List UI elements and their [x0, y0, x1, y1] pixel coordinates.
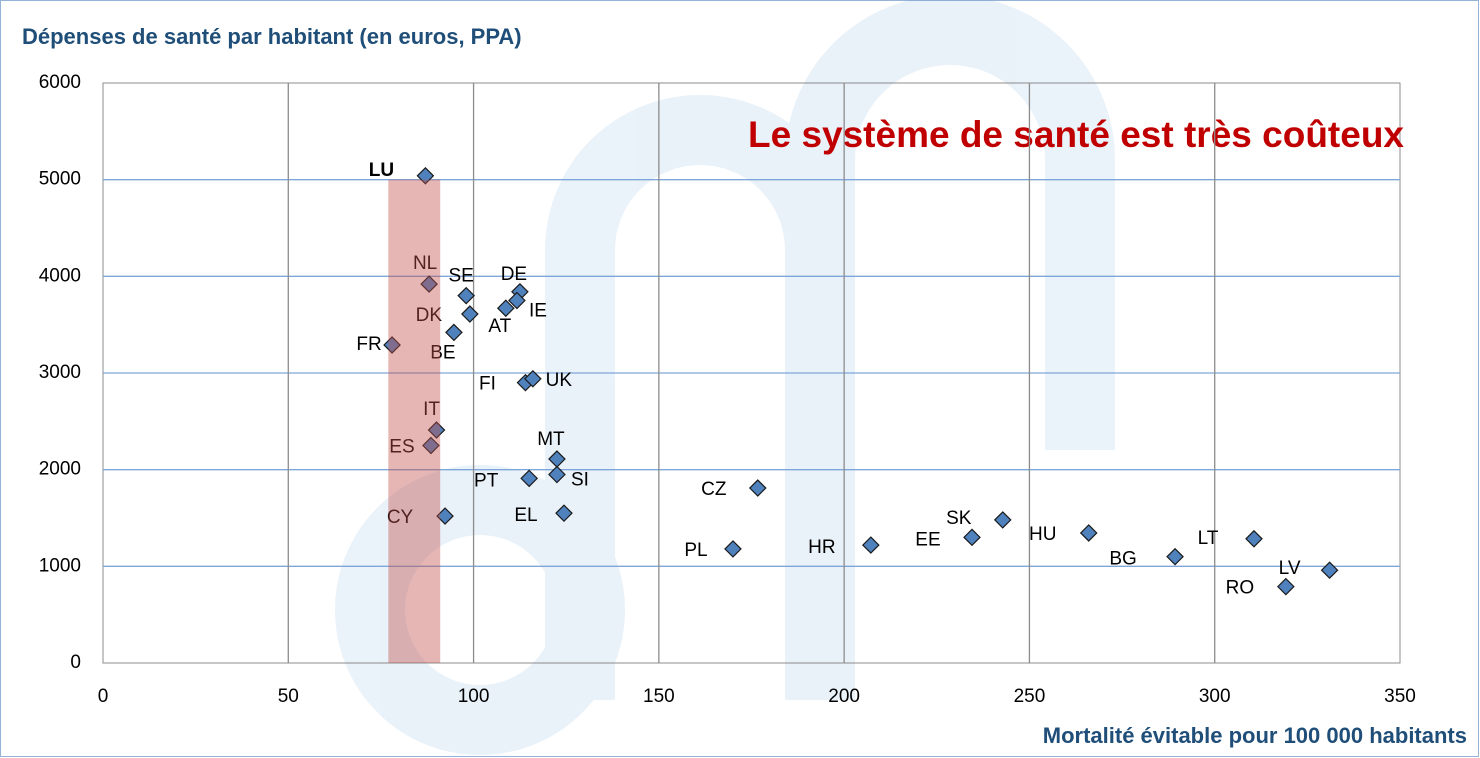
- y-tick-label: 3000: [39, 362, 81, 383]
- point-label: UK: [546, 370, 573, 391]
- x-tick-label: 250: [1014, 686, 1046, 707]
- point-label: FR: [356, 334, 381, 355]
- chart-title: Dépenses de santé par habitant (en euros…: [22, 24, 522, 49]
- point-label: SE: [448, 266, 473, 287]
- point-label: PL: [684, 540, 707, 561]
- x-tick-label: 150: [643, 686, 675, 707]
- x-tick-label: 300: [1199, 686, 1231, 707]
- chart: Dépenses de santé par habitant (en euros…: [0, 0, 1480, 758]
- point-label: LT: [1198, 528, 1219, 549]
- point-label: HU: [1029, 524, 1056, 545]
- point-label: IE: [529, 301, 547, 322]
- x-tick-label: 0: [98, 686, 109, 707]
- y-tick-label: 4000: [39, 265, 81, 286]
- annotation: Le système de santé est très coûteux: [748, 114, 1404, 155]
- point-label: LU: [369, 160, 394, 181]
- highlight-band: [388, 180, 440, 663]
- y-tick-label: 1000: [39, 555, 81, 576]
- x-axis-title: Mortalité évitable pour 100 000 habitant…: [1043, 723, 1467, 748]
- point-label: BG: [1109, 549, 1136, 570]
- y-tick-label: 2000: [39, 459, 81, 480]
- point-label: EE: [915, 529, 940, 550]
- x-tick-label: 200: [828, 686, 860, 707]
- point-label: FI: [479, 374, 496, 395]
- x-tick-label: 100: [458, 686, 490, 707]
- y-tick-label: 5000: [39, 169, 81, 190]
- x-tick-label: 50: [278, 686, 299, 707]
- point-label: HR: [808, 537, 835, 558]
- point-label: PT: [474, 470, 499, 491]
- point-label: AT: [488, 316, 511, 337]
- point-label: LV: [1279, 558, 1301, 579]
- point-label: CZ: [701, 479, 727, 500]
- point-label: MT: [537, 429, 565, 450]
- x-tick-label: 350: [1384, 686, 1416, 707]
- point-label: DE: [501, 264, 527, 285]
- y-tick-label: 6000: [39, 72, 81, 93]
- point-label: SK: [946, 508, 972, 529]
- point-label: SI: [571, 470, 589, 491]
- point-label: RO: [1226, 578, 1255, 599]
- point-label: EL: [514, 505, 537, 526]
- y-tick-label: 0: [70, 652, 81, 673]
